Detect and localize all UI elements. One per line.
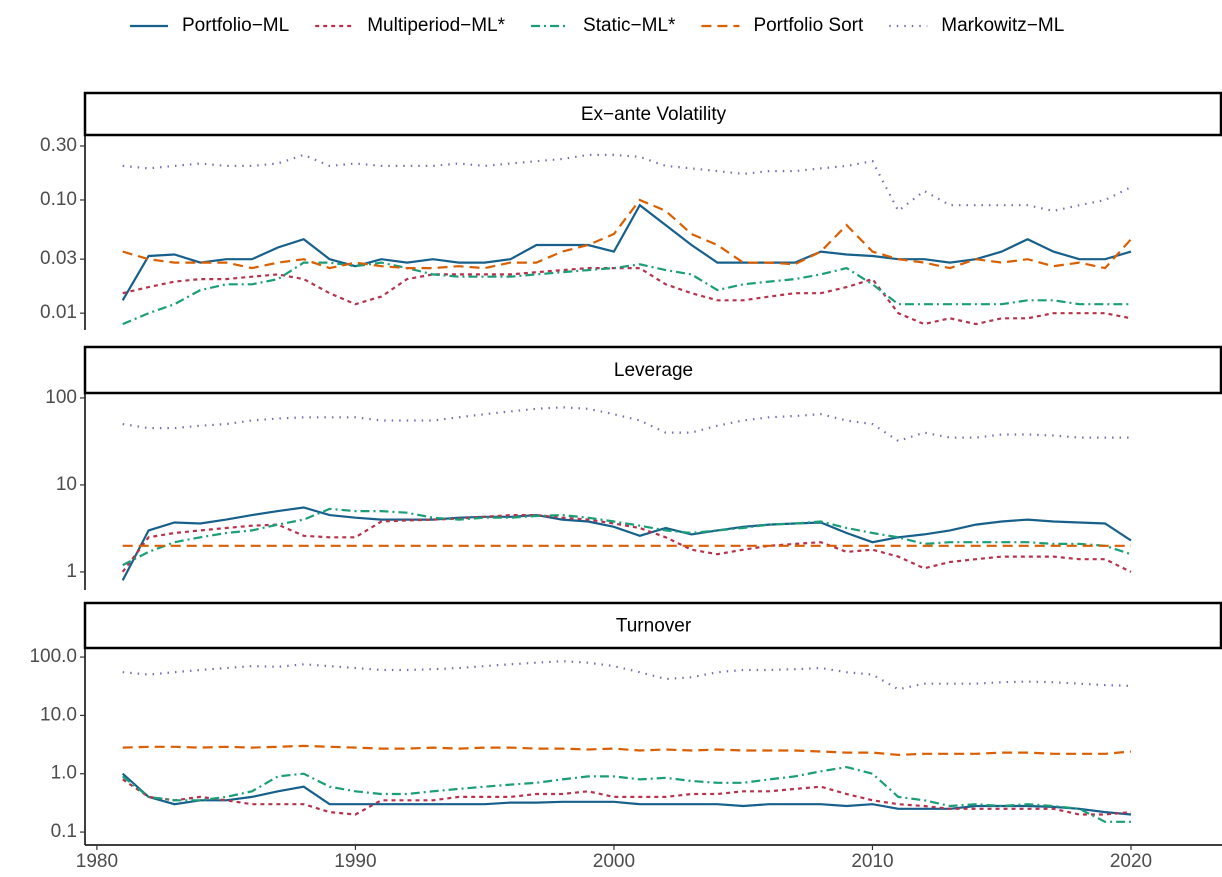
series-line (121, 514, 1132, 573)
series-line (122, 765, 1131, 823)
y-tick-label: 0.10 (40, 189, 77, 210)
series-line (122, 507, 1132, 567)
y-tick-label: 0.03 (40, 248, 77, 269)
legend-label: Multiperiod−ML* (367, 15, 505, 36)
series-line (121, 772, 1132, 816)
y-tick-label: 0.01 (40, 302, 77, 323)
y-tick-label: 0.30 (40, 135, 77, 156)
series-line (121, 203, 1132, 301)
x-tick-label: 1980 (76, 851, 118, 872)
legend-label: Markowitz−ML (941, 15, 1064, 36)
series-line (122, 778, 1132, 816)
facet-title: Leverage (614, 360, 693, 381)
legend-label: Portfolio Sort (753, 15, 864, 36)
x-tick-label: 2020 (1110, 851, 1152, 872)
y-tick-label: 100.0 (29, 646, 77, 667)
y-tick-label: 1 (66, 561, 77, 582)
facet-strip (83, 601, 1222, 650)
series-line (122, 267, 1132, 326)
x-tick-label: 1990 (334, 851, 376, 872)
facet-title: Ex−ante Volatility (581, 104, 727, 125)
series-line (122, 153, 1132, 213)
facet-title: Turnover (616, 616, 692, 637)
series-line (121, 506, 1132, 581)
x-tick-label: 2000 (593, 851, 635, 872)
legend-label: Portfolio−ML (182, 15, 289, 36)
legend-label: Static−ML* (583, 15, 676, 36)
y-tick-label: 10.0 (40, 704, 77, 725)
x-tick-label: 2010 (851, 851, 893, 872)
series-line (122, 660, 1132, 691)
series-line (122, 261, 1131, 326)
facet-strip (83, 91, 1222, 137)
y-tick-label: 10 (56, 474, 77, 495)
series-line (122, 744, 1132, 757)
y-tick-label: 100 (45, 387, 77, 408)
facet-strip (83, 345, 1222, 395)
y-tick-label: 0.1 (51, 821, 77, 842)
y-tick-label: 1.0 (51, 763, 77, 784)
series-line (122, 406, 1131, 443)
series-line (122, 198, 1132, 270)
